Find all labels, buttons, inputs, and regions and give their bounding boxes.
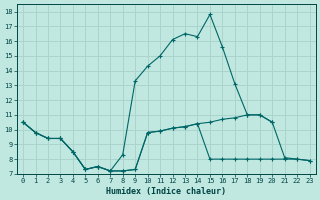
X-axis label: Humidex (Indice chaleur): Humidex (Indice chaleur) bbox=[106, 187, 226, 196]
